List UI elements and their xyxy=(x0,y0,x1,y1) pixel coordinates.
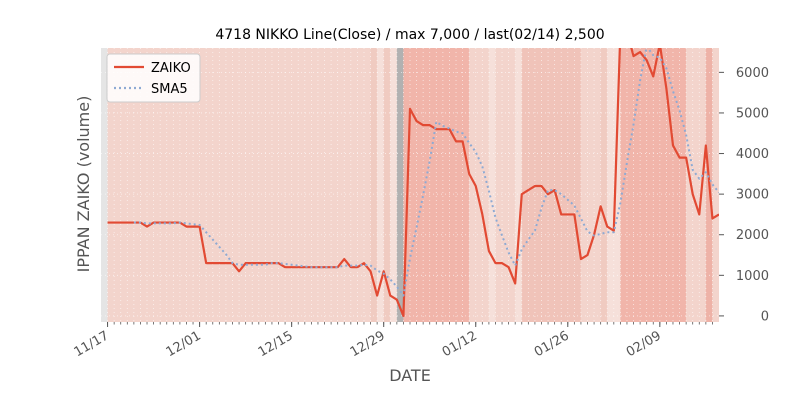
y-tick-label-2: 2000 xyxy=(736,228,769,243)
x-tick-label-3: 12/29 xyxy=(348,328,388,360)
x-tick-label-0: 11/17 xyxy=(72,328,112,360)
y-tick-label-4: 4000 xyxy=(736,147,769,162)
y-axis-label: IPPAN ZAIKO (volume) xyxy=(74,96,93,273)
y-axis: 0 1000 2000 3000 4000 5000 6000 xyxy=(719,66,769,324)
y-tick-label-1: 1000 xyxy=(736,269,769,284)
x-tick-label-1: 12/01 xyxy=(164,328,204,360)
x-tick-label-6: 02/09 xyxy=(624,328,664,360)
band-17 xyxy=(686,48,706,322)
x-axis: 11/17 12/01 12/15 12/29 01/12 01/26 02/09 xyxy=(72,322,713,360)
y-tick-label-5: 5000 xyxy=(736,106,769,121)
x-axis-label: DATE xyxy=(389,366,431,385)
band-9 xyxy=(488,48,496,322)
series-line-sma5 xyxy=(133,48,719,297)
band-19 xyxy=(712,48,719,322)
band-5 xyxy=(390,48,397,322)
x-tick-label-4: 01/12 xyxy=(440,328,480,360)
band-14 xyxy=(600,48,608,322)
band-13 xyxy=(580,48,601,322)
legend: ZAIKO SMA5 xyxy=(106,53,201,103)
band-4 xyxy=(383,48,391,322)
y-tick-label-6: 6000 xyxy=(736,66,769,81)
band-8 xyxy=(469,48,489,322)
y-tick-label-0: 0 xyxy=(761,309,769,324)
band-11 xyxy=(515,48,522,322)
band-12 xyxy=(521,48,581,322)
band-10 xyxy=(495,48,516,322)
band-6 xyxy=(396,48,404,322)
chart-title: 4718 NIKKO Line(Close) / max 7,000 / las… xyxy=(215,27,604,43)
x-tick-label-5: 01/26 xyxy=(532,328,572,360)
legend-label-sma5: SMA5 xyxy=(151,82,188,97)
legend-label-zaiko: ZAIKO xyxy=(151,61,191,76)
band-0 xyxy=(101,48,108,322)
x-tick-label-2: 12/15 xyxy=(256,328,296,360)
y-tick-label-3: 3000 xyxy=(736,188,769,203)
band-2 xyxy=(370,48,378,322)
grid-lines xyxy=(101,48,719,322)
series-lines xyxy=(107,48,719,318)
series-line-zaiko xyxy=(107,48,719,318)
band-3 xyxy=(377,48,384,322)
